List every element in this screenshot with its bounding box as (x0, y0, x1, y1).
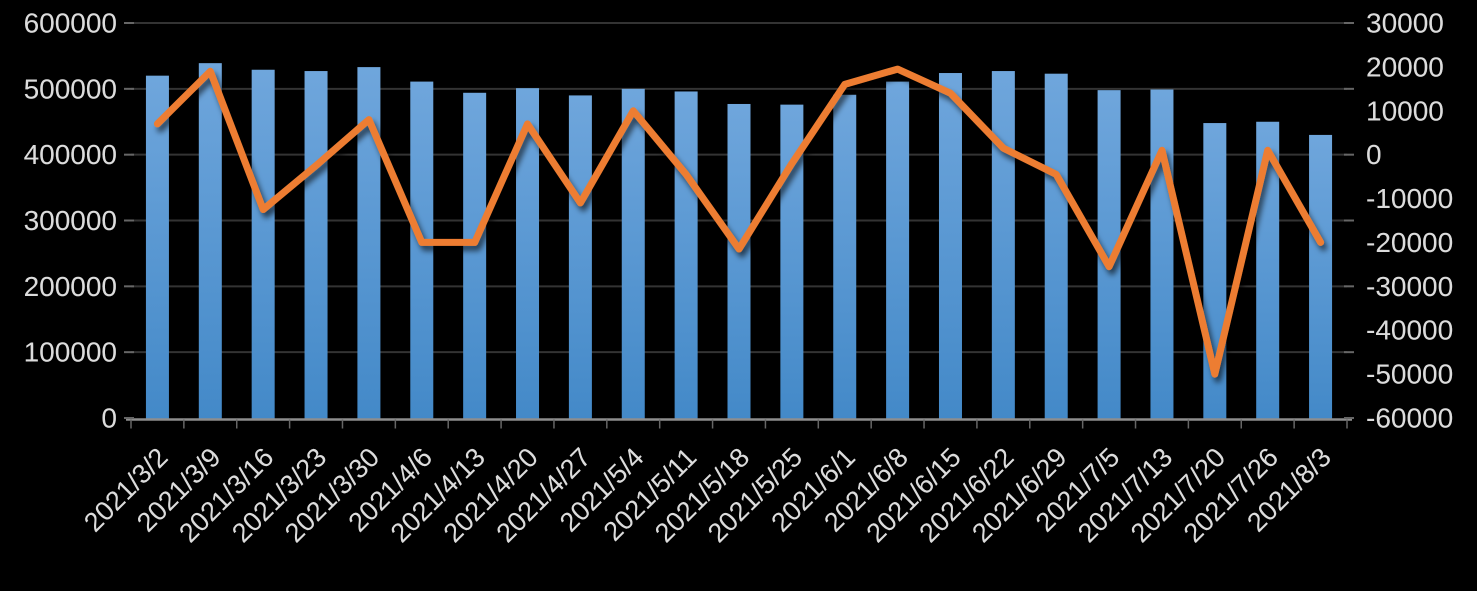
y-axis-right-label: -10000 (1366, 183, 1453, 214)
bar (410, 81, 434, 420)
bar (463, 92, 487, 420)
bar (145, 75, 169, 420)
bar (991, 71, 1015, 420)
bar (198, 63, 222, 420)
y-axis-left-label: 600000 (24, 8, 117, 39)
line-series-path (153, 65, 1325, 378)
bar (938, 73, 962, 420)
bar (674, 91, 698, 420)
y-axis-left-label: 300000 (24, 205, 117, 236)
bar (1150, 89, 1174, 420)
y-axis-right-label: 10000 (1366, 95, 1444, 126)
bar (833, 94, 857, 420)
y-axis-right-label: -40000 (1366, 315, 1453, 346)
bar (727, 103, 751, 420)
x-axis-labels: 2021/3/22021/3/92021/3/162021/3/232021/3… (78, 442, 1337, 548)
y-axis-right-label: -50000 (1366, 359, 1453, 390)
y-axis-right-label: 0 (1366, 139, 1382, 170)
bar-series (145, 63, 1333, 420)
y-axis-left-label: 500000 (24, 73, 117, 104)
y-axis-right-label: 20000 (1366, 51, 1444, 82)
bar (1097, 90, 1121, 420)
bar (780, 104, 804, 420)
x-axis (124, 22, 1354, 429)
bar (1044, 73, 1068, 420)
y-axis-right-label: -20000 (1366, 227, 1453, 258)
y-axis-left-label: 400000 (24, 139, 117, 170)
bar (621, 88, 645, 420)
bar (516, 88, 540, 420)
y-axis-right-label: -60000 (1366, 403, 1453, 434)
y-axis-left-label: 200000 (24, 271, 117, 302)
bar (1309, 134, 1333, 420)
bar (251, 69, 275, 420)
y-axis-left-label: 0 (101, 403, 117, 434)
bar (886, 81, 910, 420)
y-axis-right-labels: -60000 -50000 -40000 -30000 -20000 -10000 0 100… (1366, 8, 1453, 434)
y-axis-right-label: 30000 (1366, 8, 1444, 39)
bar (568, 95, 592, 420)
y-axis-left-labels: 0 100000 200000 300000 400000 500000 600000 (24, 8, 117, 434)
bar (304, 71, 328, 420)
y-axis-right-label: -30000 (1366, 271, 1453, 302)
bar (1256, 121, 1280, 420)
bar (357, 67, 381, 420)
y-axis-left-label: 100000 (24, 337, 117, 368)
